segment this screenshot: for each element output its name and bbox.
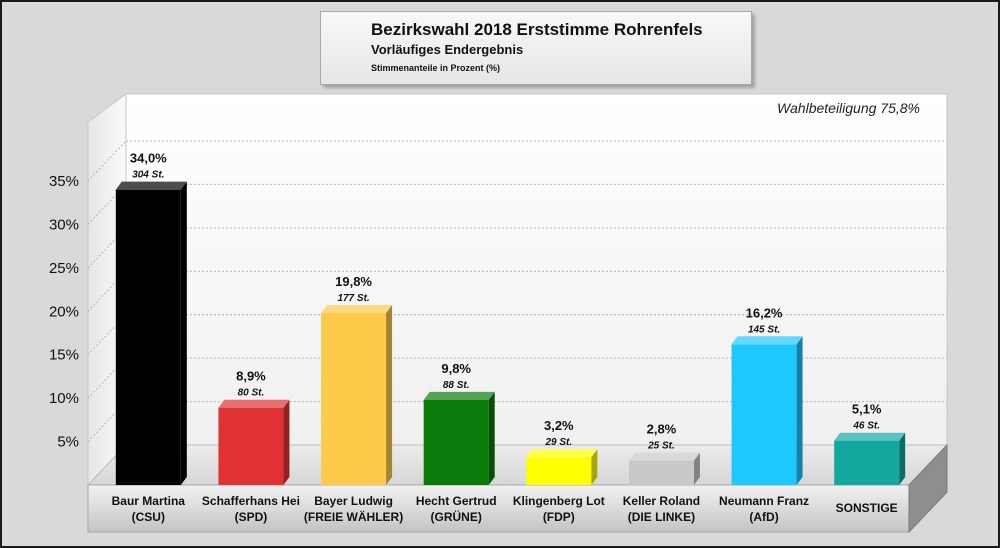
x-axis-labels: Baur Martina (CSU) Schafferhans Hei (SPD) Ba… xyxy=(112,494,898,524)
bar-group: 2,8% 25 St. xyxy=(628,422,700,485)
x-tick-label-name: Bayer Ludwig xyxy=(314,494,393,508)
x-tick-label-name: Baur Martina xyxy=(112,494,186,508)
bar-top xyxy=(731,336,803,345)
bar-group: 34,0% 304 St. xyxy=(115,151,187,485)
bar-votes-label: 46 St. xyxy=(852,421,880,432)
x-tick-label-name: Schafferhans Hei xyxy=(202,494,300,508)
bar-top xyxy=(834,432,906,441)
bar-votes-label: 88 St. xyxy=(443,380,470,391)
bar-top xyxy=(218,399,290,408)
x-tick-label-party: (CSU) xyxy=(132,510,165,524)
x-tick-label-party: (DIE LINKE) xyxy=(628,510,695,524)
x-tick-label-party: (FREIE WÄHLER) xyxy=(304,509,403,524)
bar-percent-label: 5,1% xyxy=(852,402,882,417)
y-tick-label: 35% xyxy=(49,173,79,190)
bar-group: 8,9% 80 St. xyxy=(218,369,290,485)
bar-side xyxy=(488,391,495,485)
bar-percent-label: 9,8% xyxy=(441,361,471,376)
bar-top xyxy=(115,181,187,190)
bar xyxy=(628,460,694,485)
y-tick-label: 5% xyxy=(57,434,79,451)
bar xyxy=(423,399,489,485)
bar-side xyxy=(386,305,393,485)
gridline-side xyxy=(87,140,127,182)
bar xyxy=(218,407,284,485)
bar-votes-label: 29 St. xyxy=(544,437,572,448)
bar-side xyxy=(693,452,700,485)
bar-percent-label: 3,2% xyxy=(544,418,574,433)
bar-side xyxy=(591,449,598,485)
x-tick-label-party: (FDP) xyxy=(543,510,575,524)
x-tick-label-party: (GRÜNE) xyxy=(431,509,482,524)
bar-group: 3,2% 29 St. xyxy=(526,418,598,485)
bar-percent-label: 8,9% xyxy=(236,369,266,384)
bar-percent-label: 19,8% xyxy=(335,274,372,289)
bar-votes-label: 145 St. xyxy=(748,324,780,335)
bar-group: 9,8% 88 St. xyxy=(423,361,495,485)
bar-votes-label: 80 St. xyxy=(238,388,265,399)
bar xyxy=(834,440,900,485)
bar xyxy=(526,457,592,485)
x-tick-label-name: Neumann Franz xyxy=(719,494,809,508)
bar-percent-label: 34,0% xyxy=(130,151,167,166)
bar-side xyxy=(180,181,187,485)
bar-percent-label: 2,8% xyxy=(647,422,677,437)
y-tick-label: 15% xyxy=(49,347,79,364)
bar-top xyxy=(423,391,495,400)
y-axis: 5% 10% 15% 20% 25% 30% 35% xyxy=(49,173,79,451)
bar-group: 19,8% 177 St. xyxy=(321,274,393,485)
y-tick-label: 20% xyxy=(49,303,79,320)
chart-floor xyxy=(86,444,949,486)
chart-subtitle: Vorläufiges Endergebnis xyxy=(371,42,524,57)
chart-title: Bezirkswahl 2018 Erststimme Rohrenfels xyxy=(371,20,703,39)
y-tick-label: 10% xyxy=(49,390,79,407)
x-tick-label-name: Hecht Gertrud xyxy=(416,494,497,508)
bar-side xyxy=(796,336,803,485)
base-side xyxy=(908,443,948,534)
bar xyxy=(115,189,181,485)
turnout-label: Wahlbeteiligung 75,8% xyxy=(777,100,920,116)
x-tick-label-name: SONSTIGE xyxy=(836,501,898,515)
bar xyxy=(321,313,387,485)
y-tick-label: 30% xyxy=(49,216,79,233)
bar-top xyxy=(526,449,598,458)
bar-group: 5,1% 46 St. xyxy=(834,402,906,485)
chart-unit-note: Stimmenanteile in Prozent (%) xyxy=(371,63,501,73)
bars: 34,0% 304 St. 8,9% 80 St. 19,8% 177 St. 9,8% 88… xyxy=(115,151,906,485)
bar-votes-label: 177 St. xyxy=(337,293,369,304)
bar-top xyxy=(321,305,393,314)
bar-votes-label: 304 St. xyxy=(132,170,164,181)
bar-group: 16,2% 145 St. xyxy=(731,305,803,485)
x-tick-label-party: (SPD) xyxy=(235,510,268,524)
x-tick-label-name: Keller Roland xyxy=(623,494,700,508)
x-tick-label-party: (AfD) xyxy=(749,510,778,524)
x-tick-label-name: Klingenberg Lot xyxy=(513,494,605,508)
bar-side xyxy=(899,432,906,485)
bar-side xyxy=(283,399,290,485)
base-front xyxy=(87,484,910,533)
bar-percent-label: 16,2% xyxy=(746,305,783,320)
bar xyxy=(731,344,797,485)
title-box: Bezirkswahl 2018 Erststimme Rohrenfels V… xyxy=(320,11,752,85)
bar-top xyxy=(628,452,700,461)
y-tick-label: 25% xyxy=(49,260,79,277)
bar-votes-label: 25 St. xyxy=(647,441,675,452)
